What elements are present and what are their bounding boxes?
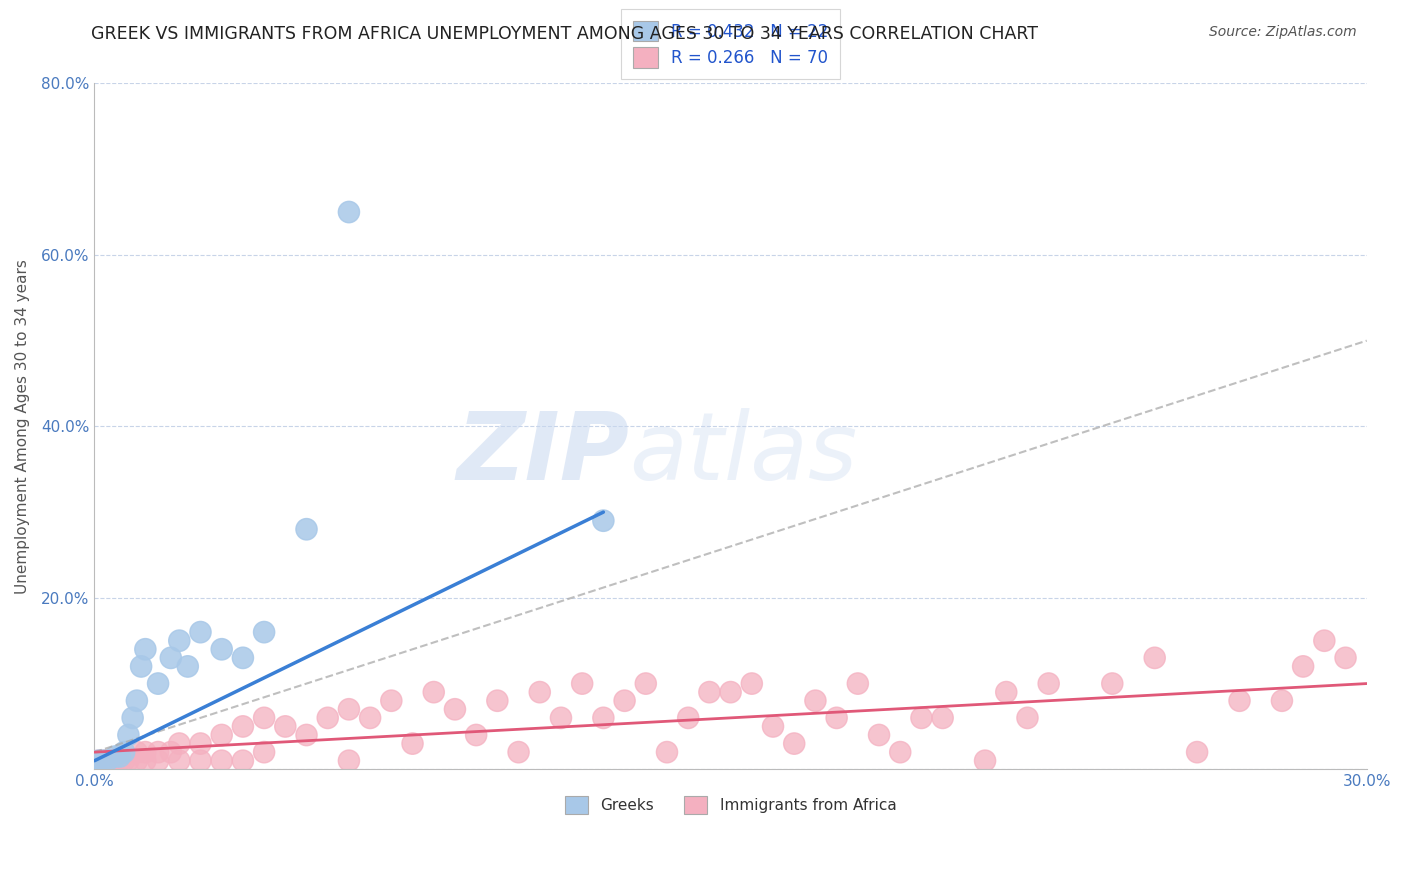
Ellipse shape <box>699 681 720 703</box>
Ellipse shape <box>508 741 529 763</box>
Ellipse shape <box>657 741 678 763</box>
Ellipse shape <box>190 750 211 772</box>
Ellipse shape <box>135 750 156 772</box>
Ellipse shape <box>135 741 156 763</box>
Ellipse shape <box>135 639 156 660</box>
Ellipse shape <box>127 750 148 772</box>
Ellipse shape <box>572 673 593 694</box>
Ellipse shape <box>160 647 181 669</box>
Ellipse shape <box>211 639 232 660</box>
Ellipse shape <box>1229 690 1250 712</box>
Text: ZIP: ZIP <box>456 408 628 500</box>
Ellipse shape <box>1313 630 1334 651</box>
Ellipse shape <box>1292 656 1313 677</box>
Ellipse shape <box>295 518 318 540</box>
Ellipse shape <box>232 750 253 772</box>
Ellipse shape <box>762 715 783 737</box>
Ellipse shape <box>232 647 253 669</box>
Ellipse shape <box>274 715 295 737</box>
Ellipse shape <box>118 750 139 772</box>
Ellipse shape <box>295 724 318 746</box>
Ellipse shape <box>89 750 110 772</box>
Ellipse shape <box>529 681 550 703</box>
Ellipse shape <box>911 707 932 729</box>
Ellipse shape <box>211 724 232 746</box>
Ellipse shape <box>974 750 995 772</box>
Ellipse shape <box>105 746 127 767</box>
Ellipse shape <box>402 733 423 755</box>
Ellipse shape <box>110 750 131 772</box>
Ellipse shape <box>550 707 572 729</box>
Ellipse shape <box>232 715 253 737</box>
Ellipse shape <box>339 750 360 772</box>
Ellipse shape <box>932 707 953 729</box>
Ellipse shape <box>318 707 339 729</box>
Ellipse shape <box>1017 707 1038 729</box>
Legend: Greeks, Immigrants from Africa: Greeks, Immigrants from Africa <box>555 787 905 823</box>
Text: Source: ZipAtlas.com: Source: ZipAtlas.com <box>1209 25 1357 39</box>
Ellipse shape <box>827 707 848 729</box>
Ellipse shape <box>93 750 114 772</box>
Ellipse shape <box>1144 647 1166 669</box>
Ellipse shape <box>486 690 508 712</box>
Ellipse shape <box>1187 741 1208 763</box>
Ellipse shape <box>148 741 169 763</box>
Ellipse shape <box>253 741 274 763</box>
Ellipse shape <box>105 750 127 772</box>
Ellipse shape <box>614 690 636 712</box>
Ellipse shape <box>1038 673 1059 694</box>
Ellipse shape <box>253 622 274 643</box>
Ellipse shape <box>593 510 614 532</box>
Ellipse shape <box>114 750 135 772</box>
Text: GREEK VS IMMIGRANTS FROM AFRICA UNEMPLOYMENT AMONG AGES 30 TO 34 YEARS CORRELATI: GREEK VS IMMIGRANTS FROM AFRICA UNEMPLOY… <box>91 25 1039 43</box>
Ellipse shape <box>423 681 444 703</box>
Ellipse shape <box>114 741 135 763</box>
Ellipse shape <box>339 202 360 223</box>
Ellipse shape <box>101 750 122 772</box>
Ellipse shape <box>995 681 1017 703</box>
Ellipse shape <box>89 750 110 772</box>
Ellipse shape <box>97 750 118 772</box>
Text: atlas: atlas <box>628 409 858 500</box>
Y-axis label: Unemployment Among Ages 30 to 34 years: Unemployment Among Ages 30 to 34 years <box>15 259 30 594</box>
Ellipse shape <box>169 630 190 651</box>
Ellipse shape <box>1271 690 1292 712</box>
Ellipse shape <box>869 724 890 746</box>
Ellipse shape <box>465 724 486 746</box>
Ellipse shape <box>190 733 211 755</box>
Ellipse shape <box>339 698 360 720</box>
Ellipse shape <box>190 622 211 643</box>
Ellipse shape <box>127 741 148 763</box>
Ellipse shape <box>444 698 465 720</box>
Ellipse shape <box>93 750 114 772</box>
Ellipse shape <box>127 690 148 712</box>
Ellipse shape <box>720 681 741 703</box>
Ellipse shape <box>783 733 804 755</box>
Ellipse shape <box>122 707 143 729</box>
Ellipse shape <box>1102 673 1123 694</box>
Ellipse shape <box>148 750 169 772</box>
Ellipse shape <box>148 673 169 694</box>
Ellipse shape <box>253 707 274 729</box>
Ellipse shape <box>211 750 232 772</box>
Ellipse shape <box>118 724 139 746</box>
Ellipse shape <box>636 673 657 694</box>
Ellipse shape <box>804 690 827 712</box>
Ellipse shape <box>360 707 381 729</box>
Ellipse shape <box>131 656 152 677</box>
Ellipse shape <box>848 673 869 694</box>
Ellipse shape <box>97 750 118 772</box>
Ellipse shape <box>169 733 190 755</box>
Ellipse shape <box>177 656 198 677</box>
Ellipse shape <box>678 707 699 729</box>
Ellipse shape <box>1334 647 1357 669</box>
Ellipse shape <box>593 707 614 729</box>
Ellipse shape <box>890 741 911 763</box>
Ellipse shape <box>381 690 402 712</box>
Ellipse shape <box>169 750 190 772</box>
Ellipse shape <box>110 746 131 767</box>
Ellipse shape <box>160 741 181 763</box>
Ellipse shape <box>741 673 762 694</box>
